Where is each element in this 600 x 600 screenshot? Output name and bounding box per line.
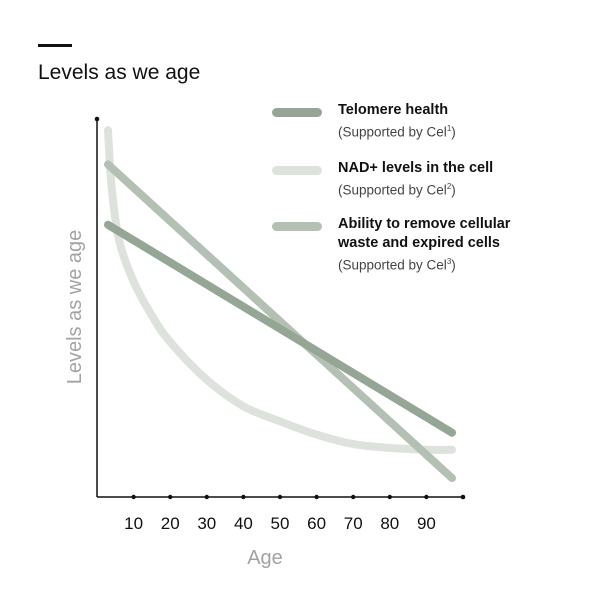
legend-swatch bbox=[272, 108, 322, 117]
x-tick-label: 40 bbox=[234, 514, 253, 533]
x-axis-label: Age bbox=[247, 547, 283, 569]
series-line-nad-levels bbox=[104, 126, 456, 454]
legend-swatch bbox=[272, 222, 322, 231]
x-ticks: 10 20 30 40 50 60 70 80 90 bbox=[124, 494, 436, 533]
x-tick-mark bbox=[351, 494, 356, 500]
legend-label: Telomere health bbox=[338, 102, 449, 118]
x-tick-mark bbox=[314, 494, 319, 500]
x-tick-label: 30 bbox=[197, 514, 216, 533]
x-tick-label: 80 bbox=[380, 514, 399, 533]
series-line-telomere-health bbox=[104, 220, 456, 437]
series-line-waste-removal bbox=[104, 160, 456, 483]
legend-label-line-2: waste and expired cells bbox=[338, 235, 500, 251]
x-tick-label: 90 bbox=[417, 514, 436, 533]
x-tick-label: 60 bbox=[307, 514, 326, 533]
x-tick-label: 10 bbox=[124, 514, 143, 533]
legend-label-line-1: Ability to remove cellular bbox=[338, 216, 511, 232]
x-axis-end-dot bbox=[460, 494, 466, 500]
legend-swatch bbox=[272, 166, 322, 175]
legend-label: NAD+ levels in the cell bbox=[338, 160, 494, 176]
x-tick-mark bbox=[277, 494, 283, 500]
chart-title: Levels as we age bbox=[38, 61, 201, 84]
x-tick-mark bbox=[424, 494, 429, 500]
legend-subtitle: (Supported by Cel1) bbox=[338, 124, 456, 140]
legend-subtitle: (Supported by Cel3) bbox=[338, 257, 456, 273]
x-tick-mark bbox=[204, 494, 209, 500]
x-tick-mark bbox=[241, 494, 246, 500]
x-tick-mark bbox=[168, 494, 173, 500]
legend-subtitle: (Supported by Cel2) bbox=[338, 182, 456, 198]
y-axis-label: Levels as we age bbox=[64, 230, 86, 385]
y-axis-end-dot bbox=[94, 116, 100, 122]
x-tick-mark bbox=[131, 494, 136, 500]
x-tick-label: 70 bbox=[344, 514, 363, 533]
title-rule bbox=[38, 44, 72, 47]
x-tick-label: 20 bbox=[161, 514, 180, 533]
x-tick-mark bbox=[387, 494, 392, 500]
series-layer bbox=[104, 126, 456, 483]
x-tick-label: 50 bbox=[271, 514, 290, 533]
